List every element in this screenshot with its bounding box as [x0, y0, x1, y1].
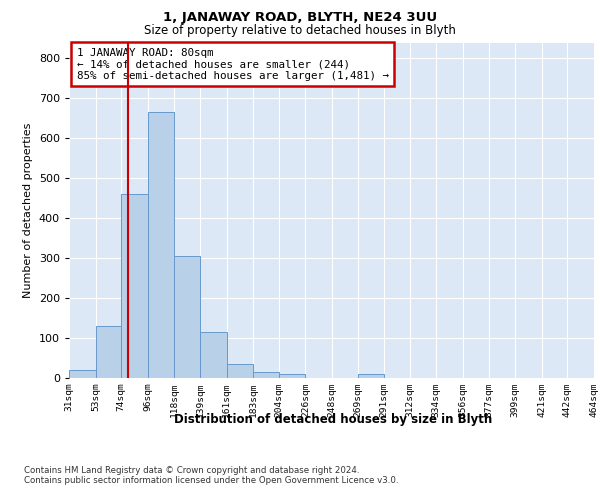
- Bar: [227, 364, 253, 378]
- Bar: [358, 374, 384, 378]
- Text: 1 JANAWAY ROAD: 80sqm
← 14% of detached houses are smaller (244)
85% of semi-det: 1 JANAWAY ROAD: 80sqm ← 14% of detached …: [77, 48, 389, 80]
- Bar: [200, 332, 227, 378]
- Bar: [121, 194, 148, 378]
- Text: 1, JANAWAY ROAD, BLYTH, NE24 3UU: 1, JANAWAY ROAD, BLYTH, NE24 3UU: [163, 11, 437, 24]
- Bar: [279, 374, 305, 378]
- Bar: [95, 326, 121, 378]
- Text: Distribution of detached houses by size in Blyth: Distribution of detached houses by size …: [174, 412, 492, 426]
- Bar: [175, 256, 200, 378]
- Bar: [69, 370, 95, 378]
- Bar: [253, 372, 279, 378]
- Text: Size of property relative to detached houses in Blyth: Size of property relative to detached ho…: [144, 24, 456, 37]
- Text: Contains HM Land Registry data © Crown copyright and database right 2024.: Contains HM Land Registry data © Crown c…: [24, 466, 359, 475]
- Bar: [148, 112, 175, 378]
- Y-axis label: Number of detached properties: Number of detached properties: [23, 122, 33, 298]
- Text: Contains public sector information licensed under the Open Government Licence v3: Contains public sector information licen…: [24, 476, 398, 485]
